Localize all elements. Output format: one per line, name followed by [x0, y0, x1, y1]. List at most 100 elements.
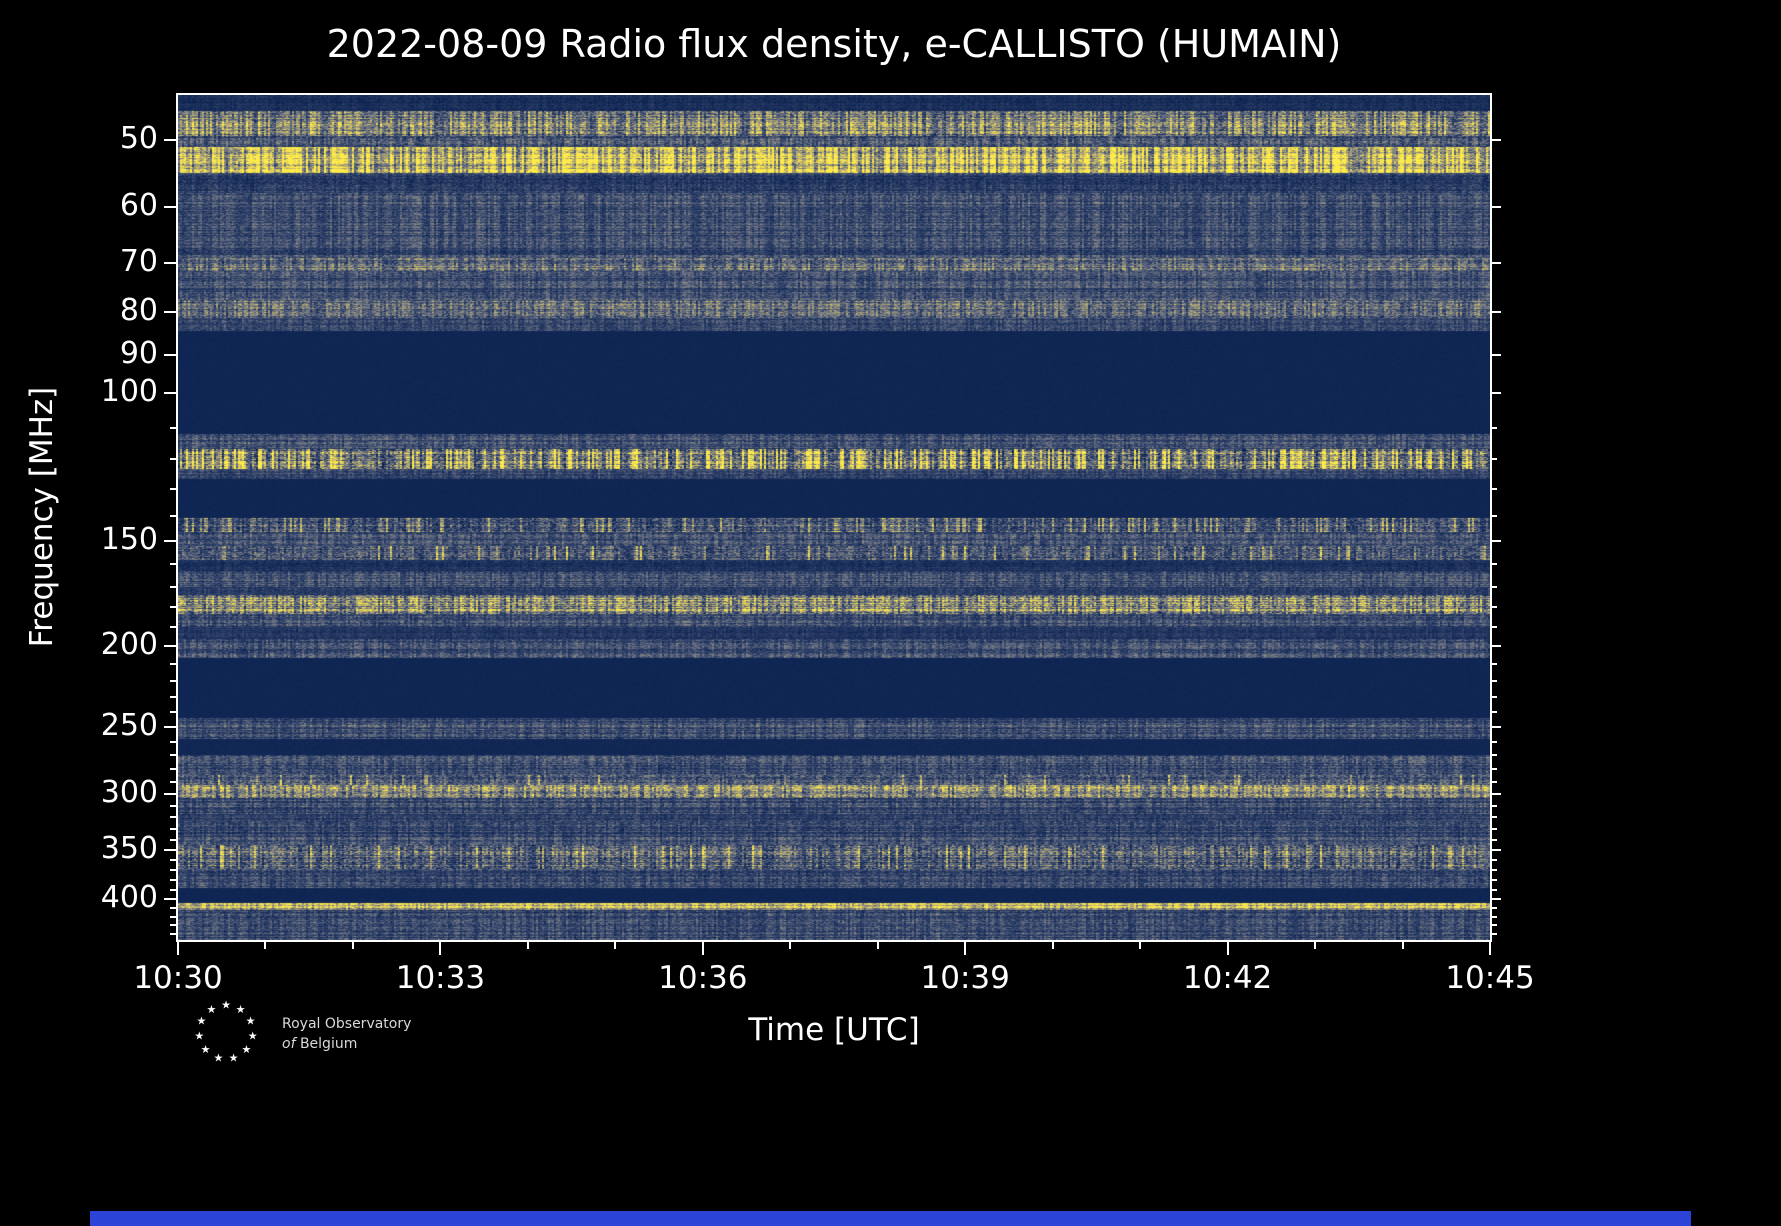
star-icon: ★	[246, 1014, 256, 1027]
x-minor-tick	[264, 942, 267, 949]
y-minor-tick	[170, 838, 176, 841]
x-major-tick	[964, 942, 967, 955]
logo-line2-belgium: Belgium	[299, 1036, 358, 1053]
logo-line2-of: of	[282, 1036, 296, 1053]
spectrogram-canvas	[178, 95, 1490, 940]
y-minor-tick-right	[1492, 780, 1497, 783]
y-minor-tick-right	[1492, 888, 1497, 891]
y-minor-tick-right	[1492, 827, 1497, 830]
y-major-tick	[164, 353, 176, 356]
y-minor-tick	[170, 626, 176, 629]
y-tick-label: 80	[119, 292, 158, 328]
y-tick-label: 60	[119, 187, 158, 223]
y-major-tick	[164, 261, 176, 264]
y-tick-label: 90	[119, 335, 158, 371]
y-tick-label: 70	[119, 243, 158, 279]
y-minor-tick	[170, 780, 176, 783]
x-tick-label: 10:33	[395, 960, 486, 996]
y-minor-tick	[170, 888, 176, 891]
star-icon: ★	[196, 1014, 206, 1027]
star-icon: ★	[248, 1029, 258, 1042]
y-tick-label: 350	[100, 831, 158, 867]
y-minor-tick-right	[1492, 924, 1497, 927]
y-minor-tick	[170, 859, 176, 862]
y-minor-tick-right	[1492, 711, 1497, 714]
y-minor-tick-right	[1492, 487, 1497, 490]
y-minor-tick	[170, 563, 176, 566]
y-minor-tick	[170, 924, 176, 927]
x-minor-tick	[351, 942, 354, 949]
x-tick-label: 10:30	[133, 960, 223, 996]
y-minor-tick	[170, 487, 176, 490]
y-major-tick-right	[1492, 138, 1501, 141]
y-major-tick-right	[1492, 539, 1501, 542]
y-minor-tick	[170, 754, 176, 757]
y-minor-tick	[170, 915, 176, 918]
y-minor-tick-right	[1492, 859, 1497, 862]
x-major-tick	[1489, 942, 1491, 955]
y-minor-tick	[170, 816, 176, 819]
y-major-tick-right	[1492, 644, 1501, 647]
y-tick-label: 300	[100, 774, 158, 810]
y-minor-tick	[170, 767, 176, 770]
y-tick-label: 150	[100, 521, 158, 557]
x-minor-tick	[614, 942, 617, 949]
plot-area	[176, 93, 1492, 942]
y-minor-tick-right	[1492, 662, 1497, 665]
x-major-tick	[1226, 942, 1229, 955]
y-major-tick	[164, 726, 176, 729]
y-minor-tick-right	[1492, 426, 1497, 429]
x-minor-tick	[1139, 942, 1142, 949]
y-major-tick	[164, 138, 176, 141]
y-minor-tick-right	[1492, 754, 1497, 757]
y-minor-tick	[170, 426, 176, 429]
y-minor-tick-right	[1492, 838, 1497, 841]
x-tick-label: 10:42	[1182, 960, 1273, 996]
y-tick-label: 100	[100, 373, 158, 409]
x-tick-label: 10:36	[658, 960, 748, 996]
star-icon: ★	[201, 1043, 211, 1056]
star-icon: ★	[194, 1029, 204, 1042]
rob-logo-stars-icon: ★ ★★★★★★★★★★	[194, 999, 258, 1065]
y-minor-tick-right	[1492, 915, 1497, 918]
y-minor-tick	[170, 711, 176, 714]
y-minor-tick-right	[1492, 585, 1497, 588]
x-minor-tick	[1314, 942, 1317, 949]
x-minor-tick	[876, 942, 879, 949]
y-minor-tick-right	[1492, 626, 1497, 629]
y-minor-tick	[170, 606, 176, 609]
y-minor-tick-right	[1492, 767, 1497, 770]
y-minor-tick-right	[1492, 932, 1497, 935]
y-minor-tick	[170, 879, 176, 882]
y-tick-label: 50	[119, 120, 158, 156]
y-major-tick-right	[1492, 310, 1501, 313]
y-minor-tick	[170, 906, 176, 909]
rob-logo: ★ ★ ★ ★ ★ ★ ★ ★ ★ ★ ★ Royal Observatory of Belgium	[186, 992, 446, 1072]
x-major-tick	[177, 942, 179, 955]
logo-line2: of Belgium	[282, 1034, 411, 1054]
y-major-tick	[164, 391, 176, 394]
y-minor-tick-right	[1492, 879, 1497, 882]
x-major-tick	[701, 942, 704, 955]
y-minor-tick-right	[1492, 816, 1497, 819]
star-icon: ★	[206, 1003, 216, 1016]
y-axis-label: Frequency [MHz]	[24, 386, 60, 648]
y-major-tick-right	[1492, 205, 1501, 208]
y-minor-tick-right	[1492, 563, 1497, 566]
chart-title: 2022-08-09 Radio flux density, e-CALLIST…	[326, 22, 1342, 66]
y-minor-tick	[170, 932, 176, 935]
y-minor-tick-right	[1492, 458, 1497, 461]
y-minor-tick	[170, 804, 176, 807]
y-minor-tick	[170, 869, 176, 872]
y-tick-label: 400	[100, 879, 158, 915]
y-minor-tick-right	[1492, 804, 1497, 807]
y-minor-tick	[170, 514, 176, 517]
y-major-tick	[164, 205, 176, 208]
x-major-tick	[439, 942, 442, 955]
y-major-tick-right	[1492, 726, 1501, 729]
y-major-tick	[164, 644, 176, 647]
star-icon: ★	[221, 999, 231, 1012]
y-minor-tick-right	[1492, 906, 1497, 909]
x-tick-label: 10:39	[920, 960, 1010, 996]
